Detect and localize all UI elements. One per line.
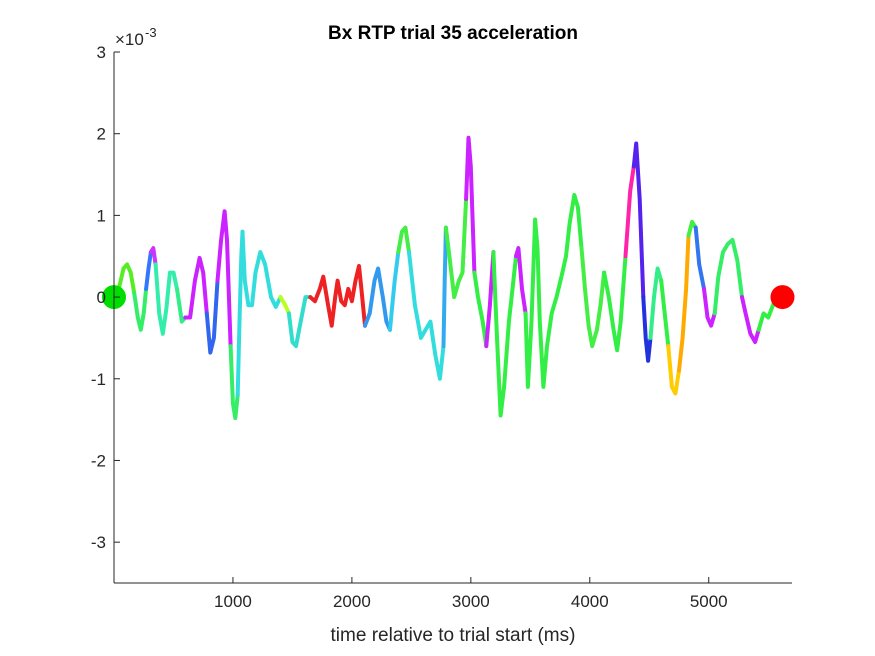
series-segment [693, 225, 706, 291]
series-segment [441, 225, 448, 349]
series-segment [215, 209, 233, 349]
x-axis-label: time relative to trial start (ms) [331, 625, 576, 646]
series-segment [240, 229, 283, 309]
y-tick-label: 1 [97, 206, 106, 225]
series-segment [443, 197, 469, 300]
end-marker [770, 285, 795, 310]
series-segment [183, 255, 209, 320]
y-tick-label: -2 [91, 451, 106, 470]
series-segment [677, 233, 691, 373]
series-segment [623, 164, 636, 259]
series-segment [641, 295, 653, 363]
series-segment [602, 254, 628, 353]
series-segment [144, 250, 153, 291]
series-segment [712, 237, 744, 316]
series-segment [523, 217, 565, 389]
series-segment [666, 344, 681, 396]
exponent-power: -3 [145, 25, 157, 40]
series-segment [132, 286, 149, 332]
exponent-base: ×10 [115, 30, 144, 49]
series-segment [464, 135, 477, 275]
series-segment [363, 266, 392, 332]
y-tick-label: 3 [97, 43, 106, 62]
series-segment [740, 295, 761, 344]
chart-title: Bx RTP trial 35 acceleration [328, 23, 578, 44]
series-segment [631, 141, 646, 300]
series-segment [153, 262, 179, 336]
exponent-label: ×10 -3 [115, 25, 157, 49]
series-segment [472, 270, 489, 349]
y-tick-label: -3 [91, 533, 106, 552]
x-tick-label: 5000 [690, 592, 728, 611]
y-tick-label: 2 [97, 125, 106, 144]
series-segment [148, 246, 158, 267]
x-tick-label: 1000 [214, 592, 252, 611]
series-segment [228, 344, 240, 420]
series-segment [204, 278, 220, 355]
series-segment [396, 225, 411, 255]
series-segment [560, 193, 584, 275]
x-tick-label: 3000 [452, 592, 490, 611]
series-segment [686, 219, 698, 238]
series-segment [659, 278, 671, 349]
series-segment [514, 246, 528, 316]
series-segment [278, 295, 291, 316]
series-segment [491, 250, 518, 418]
y-tick-label: 0 [97, 288, 106, 307]
x-tick-label: 4000 [571, 592, 609, 611]
series-segment [388, 250, 401, 332]
series-segment [648, 266, 664, 340]
series-segment [308, 264, 367, 328]
series-segment [286, 295, 313, 349]
series-layer [112, 135, 785, 420]
series-segment [579, 246, 607, 349]
x-tick-label: 2000 [333, 592, 371, 611]
y-tick-label: -1 [91, 370, 106, 389]
axes: 1000 2000 3000 4000 5000 -3 -2 -1 0 1 2 3 [91, 43, 792, 611]
series-segment [407, 250, 446, 381]
series-segment [702, 286, 717, 328]
